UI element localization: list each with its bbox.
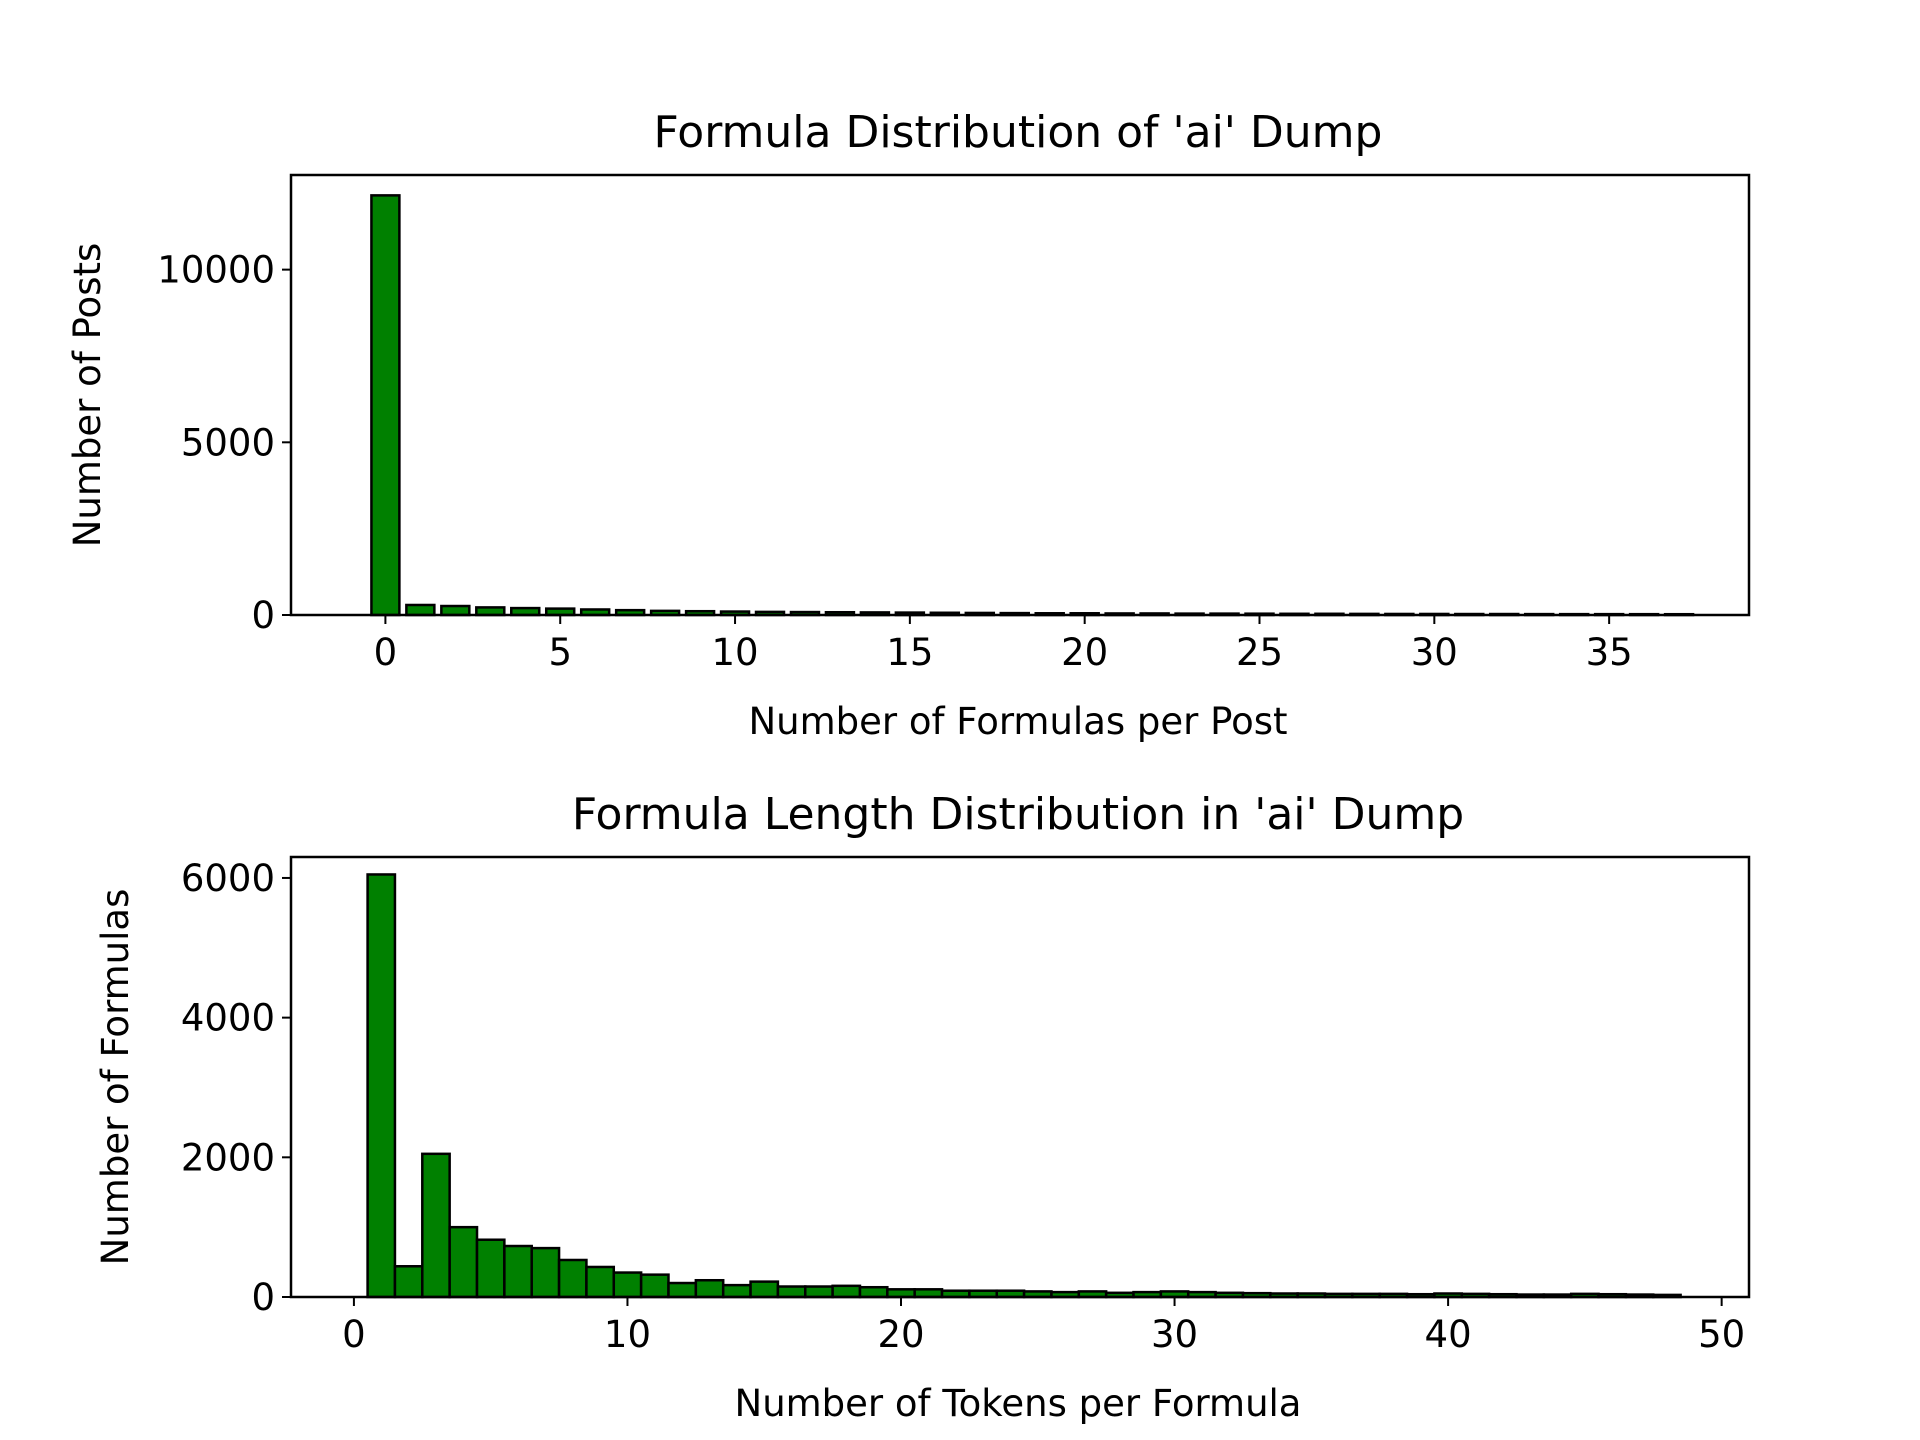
- chart-title: Formula Distribution of 'ai' Dump: [654, 107, 1383, 158]
- x-tick-label: 30: [1411, 631, 1458, 674]
- y-tick-label: 0: [251, 594, 275, 637]
- bar: [393, 1265, 424, 1299]
- y-tick-label: 2000: [181, 1136, 275, 1179]
- bar: [612, 1271, 643, 1299]
- bar: [858, 1285, 889, 1299]
- bar: [503, 1244, 533, 1299]
- bar: [440, 604, 471, 617]
- x-tick-label: 0: [342, 1313, 366, 1356]
- x-tick-label: 20: [877, 1313, 924, 1356]
- bar: [530, 1246, 561, 1299]
- bar: [405, 603, 436, 617]
- bar: [557, 1258, 588, 1299]
- bar: [776, 1285, 807, 1299]
- y-axis-label: Number of Posts: [66, 243, 109, 548]
- bar: [667, 1281, 698, 1299]
- bar: [475, 1238, 506, 1299]
- bar: [721, 1283, 752, 1299]
- plot-frame: [289, 173, 1751, 617]
- x-tick-label: 10: [711, 631, 758, 674]
- bar: [804, 1285, 834, 1299]
- axis-ticks: 0 5 10 15 20 25 30 35 0 5000 10000: [157, 249, 1632, 674]
- x-axis-label: Number of Tokens per Formula: [735, 1382, 1302, 1425]
- bar: [448, 1225, 479, 1299]
- bar: [585, 1265, 616, 1299]
- y-tick-label: 10000: [157, 249, 275, 292]
- x-tick-label: 20: [1061, 631, 1108, 674]
- x-tick-label: 35: [1586, 631, 1633, 674]
- chart-title: Formula Length Distribution in 'ai' Dump: [572, 789, 1464, 840]
- x-tick-label: 50: [1698, 1313, 1745, 1356]
- x-axis-label: Number of Formulas per Post: [748, 700, 1287, 743]
- bar: [370, 194, 401, 617]
- x-tick-label: 5: [548, 631, 572, 674]
- bar: [831, 1284, 862, 1299]
- chart-formula-distribution: Formula Distribution of 'ai' Dump 0 5 10 15…: [66, 107, 1751, 743]
- bar: [366, 873, 397, 1299]
- chart-formula-length-distribution: Formula Length Distribution in 'ai' Dump…: [94, 789, 1751, 1425]
- y-tick-label: 5000: [181, 421, 275, 464]
- x-tick-label: 30: [1151, 1313, 1198, 1356]
- x-tick-label: 10: [604, 1313, 651, 1356]
- bar: [421, 1152, 451, 1299]
- bar: [749, 1280, 780, 1299]
- x-tick-label: 0: [374, 631, 398, 674]
- bar: [694, 1278, 725, 1299]
- bar: [639, 1273, 670, 1299]
- x-tick-label: 25: [1236, 631, 1283, 674]
- axis-ticks: 0 10 20 30 40 50 0 2000 4000 6000: [181, 857, 1745, 1356]
- y-tick-label: 6000: [181, 857, 275, 900]
- x-tick-label: 15: [886, 631, 933, 674]
- x-tick-label: 40: [1425, 1313, 1472, 1356]
- plot-frame: [289, 855, 1751, 1299]
- y-tick-label: 0: [251, 1276, 275, 1319]
- bars: [370, 194, 1695, 617]
- bars: [366, 873, 1682, 1299]
- y-axis-label: Number of Formulas: [94, 889, 137, 1266]
- y-tick-label: 4000: [181, 997, 275, 1040]
